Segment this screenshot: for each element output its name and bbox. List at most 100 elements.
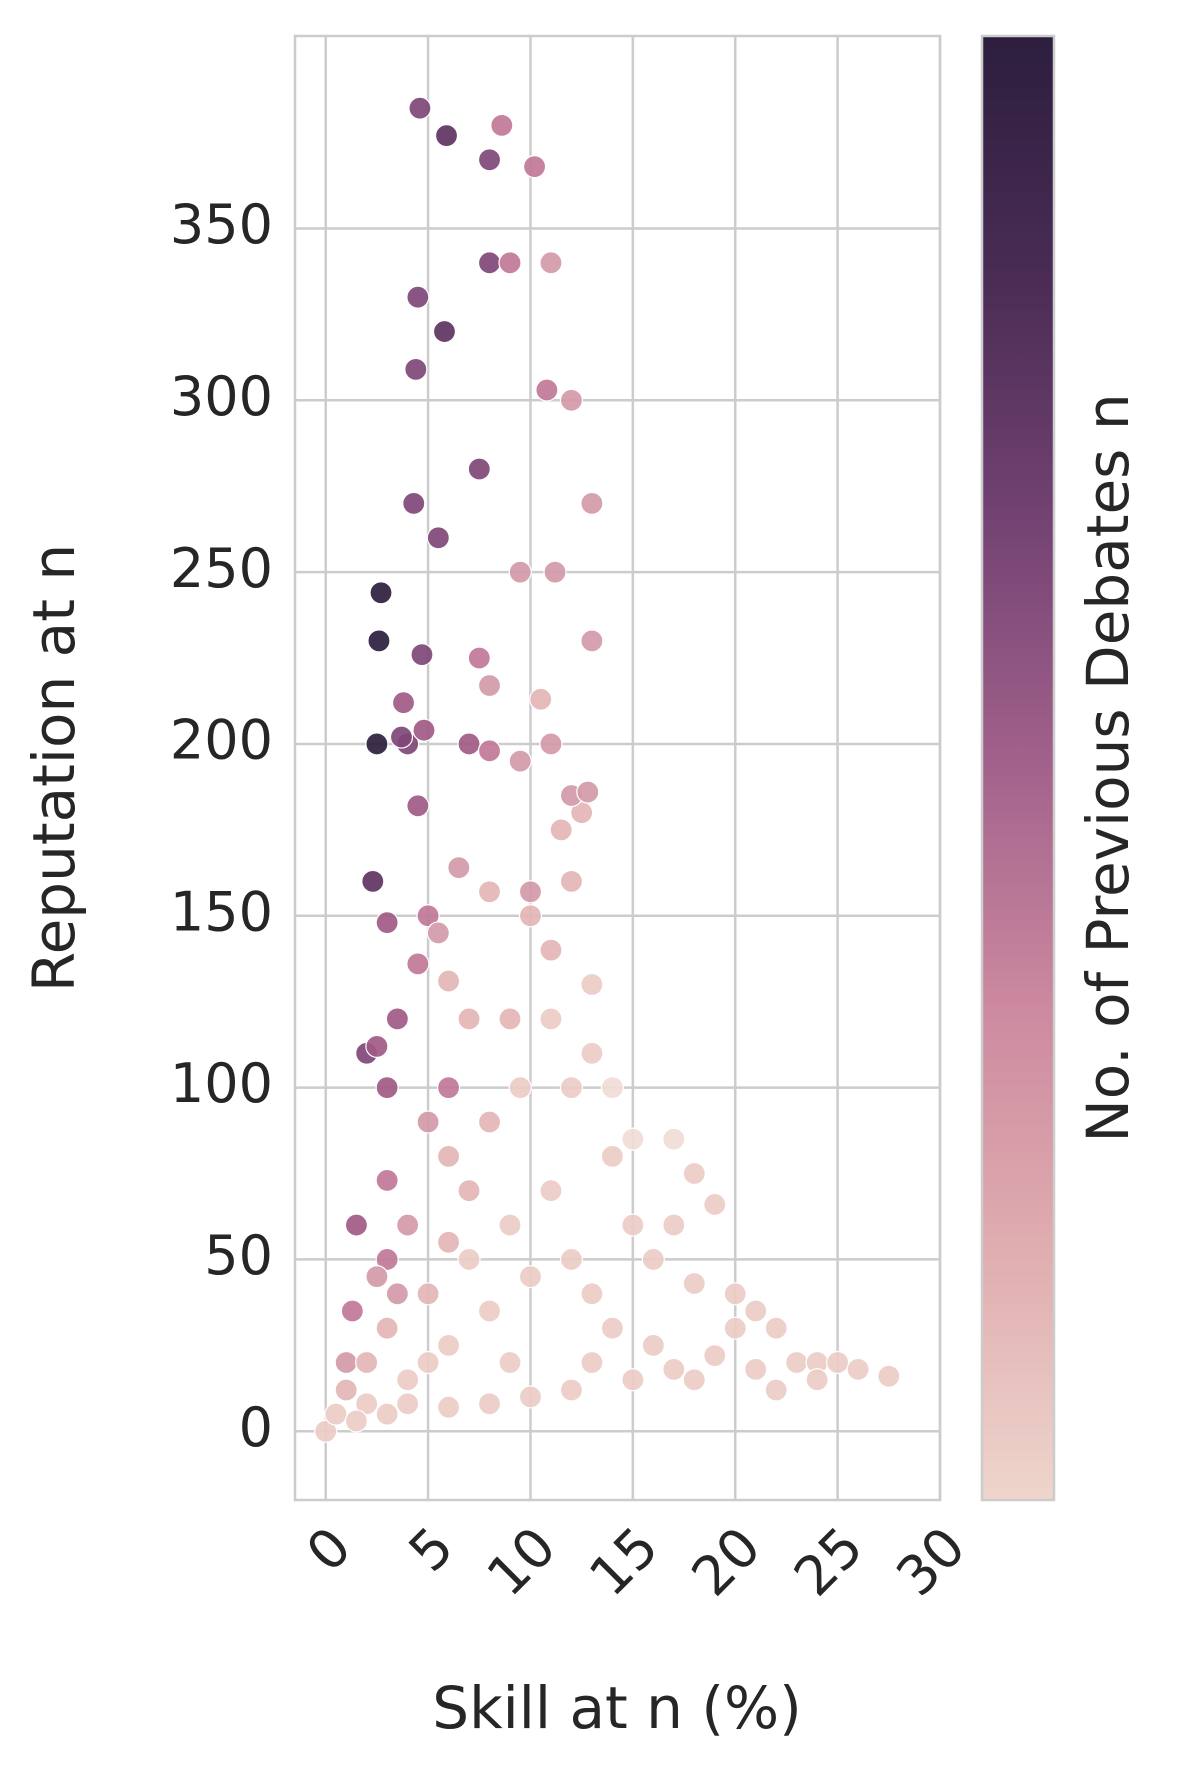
point (764, 1378, 788, 1402)
point (580, 972, 604, 997)
point (662, 1357, 686, 1382)
point (498, 1213, 522, 1237)
point (559, 1378, 584, 1402)
point (391, 691, 416, 715)
point (402, 491, 426, 515)
point (580, 1282, 604, 1306)
point (436, 1333, 461, 1357)
point (355, 1350, 379, 1375)
point (785, 1350, 809, 1375)
point (389, 725, 414, 749)
x-tick-label: 25 (782, 1515, 875, 1608)
y-tick-label: 150 (170, 880, 273, 943)
point (361, 869, 385, 894)
point (518, 1385, 543, 1409)
point (518, 880, 543, 904)
point (344, 1213, 369, 1237)
point (396, 1368, 420, 1392)
point (432, 319, 457, 344)
point (344, 1409, 369, 1433)
x-tick-label: 5 (397, 1515, 466, 1584)
point (477, 1299, 502, 1323)
x-tick-label: 0 (294, 1515, 363, 1584)
point (600, 1076, 624, 1100)
point (365, 732, 389, 756)
point (559, 869, 584, 894)
point (621, 1127, 645, 1151)
x-tick-label: 10 (475, 1515, 568, 1608)
point (477, 673, 502, 698)
point (580, 629, 604, 653)
point (408, 96, 432, 120)
y-tick-label: 250 (170, 537, 273, 600)
point (490, 113, 514, 137)
point (340, 1299, 364, 1323)
point (877, 1364, 901, 1388)
point (600, 1144, 624, 1168)
point (723, 1316, 747, 1340)
point (744, 1357, 768, 1382)
point (375, 1316, 399, 1340)
point (457, 1247, 481, 1272)
point (477, 1392, 502, 1416)
point (467, 457, 491, 481)
point (457, 732, 481, 756)
point (375, 911, 399, 935)
point (416, 1350, 440, 1375)
point (539, 1007, 563, 1031)
point (406, 952, 430, 976)
point (580, 491, 604, 515)
point (539, 938, 563, 962)
point (365, 1034, 389, 1058)
point (522, 154, 547, 179)
point (576, 780, 600, 804)
point (404, 357, 428, 381)
point (406, 794, 430, 818)
point (559, 1247, 584, 1272)
point (477, 251, 502, 275)
point (535, 378, 559, 402)
point (621, 1368, 645, 1392)
point (641, 1247, 665, 1272)
point (518, 904, 543, 928)
point (498, 1350, 522, 1375)
point (355, 1392, 379, 1416)
point (744, 1299, 768, 1323)
point (723, 1282, 747, 1306)
point (508, 749, 532, 773)
point (385, 1007, 409, 1031)
point (436, 1076, 461, 1100)
point (467, 646, 491, 670)
point (477, 880, 502, 904)
point (498, 1007, 522, 1031)
point (641, 1333, 665, 1357)
y-tick-label: 100 (170, 1052, 273, 1115)
point (477, 148, 502, 172)
plot-area (293, 34, 942, 1502)
point (396, 1213, 420, 1237)
point (416, 1110, 440, 1134)
point (764, 1316, 788, 1340)
point (518, 1265, 543, 1289)
x-tick-label: 20 (680, 1515, 773, 1608)
colorbar (980, 34, 1056, 1502)
point (412, 718, 436, 742)
point (559, 1076, 584, 1100)
point (477, 739, 502, 763)
point (375, 1076, 399, 1100)
x-tick-label: 30 (884, 1515, 977, 1608)
y-tick-label: 200 (170, 709, 273, 772)
point (682, 1368, 706, 1392)
point (375, 1247, 399, 1272)
point (846, 1357, 870, 1382)
x-axis-title: Skill at n (%) (432, 1674, 801, 1742)
point (369, 581, 393, 605)
point (529, 687, 553, 711)
y-tick-label: 350 (170, 193, 273, 256)
point (457, 1007, 481, 1031)
point (826, 1350, 850, 1375)
point (436, 1144, 461, 1168)
point (508, 560, 532, 584)
point (365, 1265, 389, 1289)
